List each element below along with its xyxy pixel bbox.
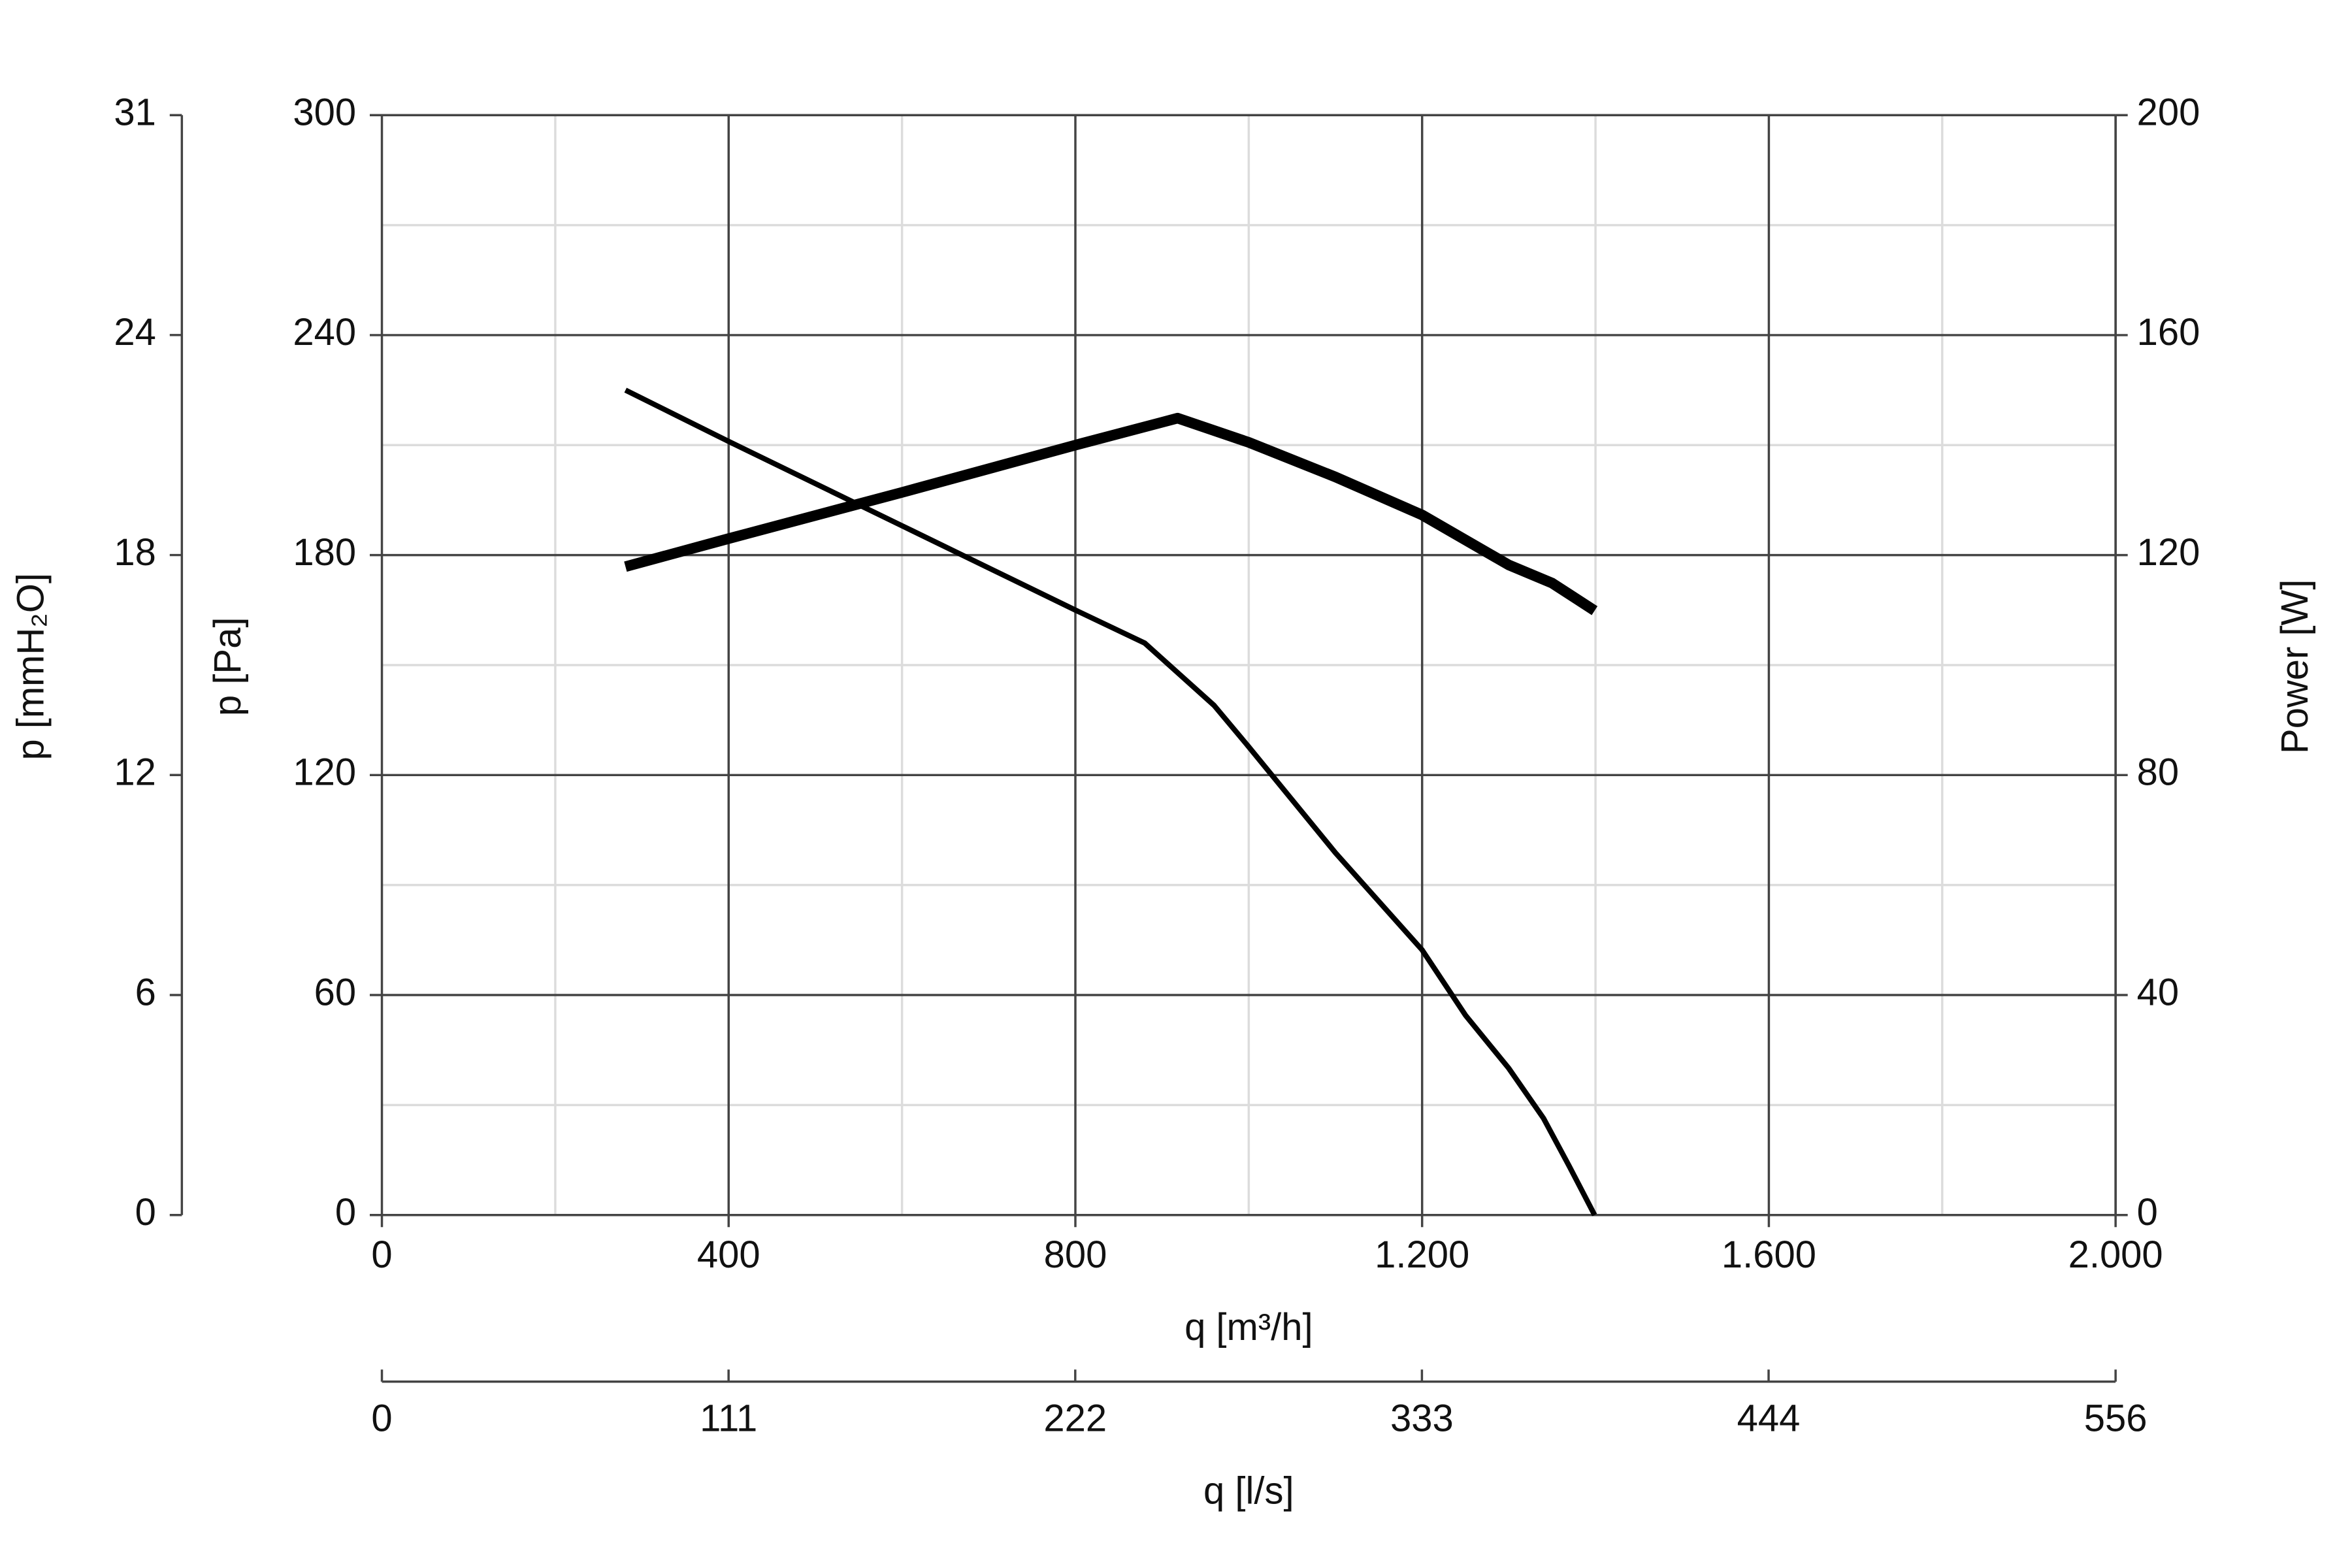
y3-tick-label: 31 [114,92,155,134]
x2-tick-label: 222 [1043,1397,1107,1439]
y2-tick-label: 160 [2137,312,2200,353]
y-tick-label: 300 [293,92,356,134]
x-tick-label: 1.200 [1375,1234,1469,1276]
y-axis-title: p [Pa] [207,617,249,716]
y3-tick-label: 18 [114,532,155,574]
y3-tick-label: 24 [114,312,155,353]
y2-tick-label: 120 [2137,532,2200,574]
x2-tick-label: 333 [1390,1397,1454,1439]
y-tick-label: 180 [293,532,356,574]
x-tick-label: 2.000 [2068,1234,2163,1276]
y-tick-label: 240 [293,312,356,353]
x-tick-label: 1.600 [1722,1234,1816,1276]
y3-tick-label: 12 [114,752,155,794]
power-line [624,412,1598,615]
y-tick-label: 60 [314,972,356,1013]
y2-tick-label: 200 [2137,92,2200,134]
x-tick-label: 800 [1044,1234,1107,1276]
x-axis-title: q [m³/h] [1184,1307,1313,1348]
y2-axis-title: Power [W] [2274,580,2316,754]
y2-tick-label: 80 [2137,752,2179,794]
y3-axis-title: p [mmH₂O] [10,573,52,760]
pressure-line [624,387,1597,1217]
x-tick-label: 0 [371,1234,392,1276]
x2-axis-title: q [l/s] [1203,1471,1294,1512]
x2-tick-label: 0 [371,1397,392,1439]
x2-tick-label: 111 [700,1397,757,1439]
x-tick-label: 400 [697,1234,760,1276]
y-tick-label: 0 [335,1192,356,1233]
y2-tick-label: 0 [2137,1192,2158,1233]
y3-tick-label: 0 [135,1192,156,1233]
y2-tick-label: 40 [2137,972,2179,1013]
x2-tick-label: 444 [1737,1397,1801,1439]
y3-tick-label: 6 [135,972,156,1013]
y-tick-label: 120 [293,752,356,794]
x2-tick-label: 556 [2084,1397,2148,1439]
